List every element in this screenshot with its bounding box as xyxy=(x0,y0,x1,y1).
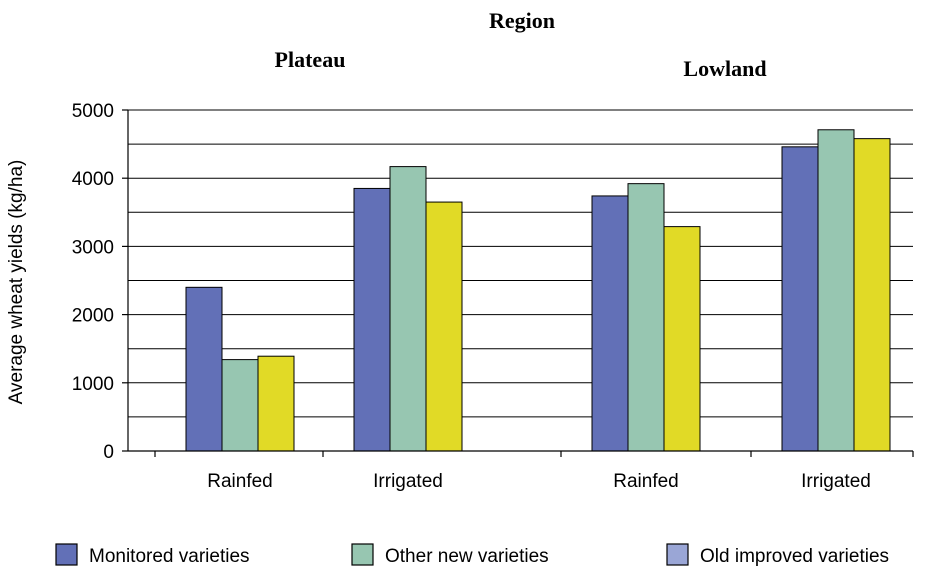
bar xyxy=(425,201,463,452)
x-tick-label: Irrigated xyxy=(801,471,871,492)
legend-swatch xyxy=(351,543,374,566)
y-tick-label: 3000 xyxy=(72,237,114,258)
bar xyxy=(853,138,891,452)
bar xyxy=(781,146,819,452)
group-label-plateau: Plateau xyxy=(275,47,346,72)
bar xyxy=(257,355,295,452)
bar xyxy=(591,195,629,452)
y-tick-label: 2000 xyxy=(72,306,114,327)
y-tick-label: 4000 xyxy=(72,169,114,190)
legend-label: Old improved varieties xyxy=(700,546,889,567)
y-tick-label: 0 xyxy=(103,442,114,463)
legend-swatch xyxy=(55,543,78,566)
bar xyxy=(353,187,391,452)
group-label-lowland: Lowland xyxy=(683,56,766,81)
legend-label: Monitored varieties xyxy=(89,546,250,567)
y-axis-label: Average wheat yields (kg/ha) xyxy=(6,160,27,405)
legend-label: Other new varieties xyxy=(385,546,549,567)
chart-title: Region xyxy=(489,8,555,33)
bars xyxy=(185,129,891,452)
bar xyxy=(627,183,665,452)
legend-swatch xyxy=(666,543,689,566)
x-tick-label: Rainfed xyxy=(207,471,273,492)
axes: 0 1000 2000 3000 4000 5000 Rainfed Irrigated Rai… xyxy=(72,101,914,492)
bar xyxy=(389,166,427,452)
legend: Monitored varieties Other new varieties Ol… xyxy=(55,543,889,567)
y-tick-label: 1000 xyxy=(72,374,114,395)
x-tick-label: Irrigated xyxy=(373,471,443,492)
bar xyxy=(663,226,701,452)
bar xyxy=(185,286,223,452)
y-tick-label: 5000 xyxy=(72,101,114,122)
x-tick-label: Rainfed xyxy=(613,471,679,492)
bar xyxy=(221,359,259,452)
bar xyxy=(817,129,855,452)
